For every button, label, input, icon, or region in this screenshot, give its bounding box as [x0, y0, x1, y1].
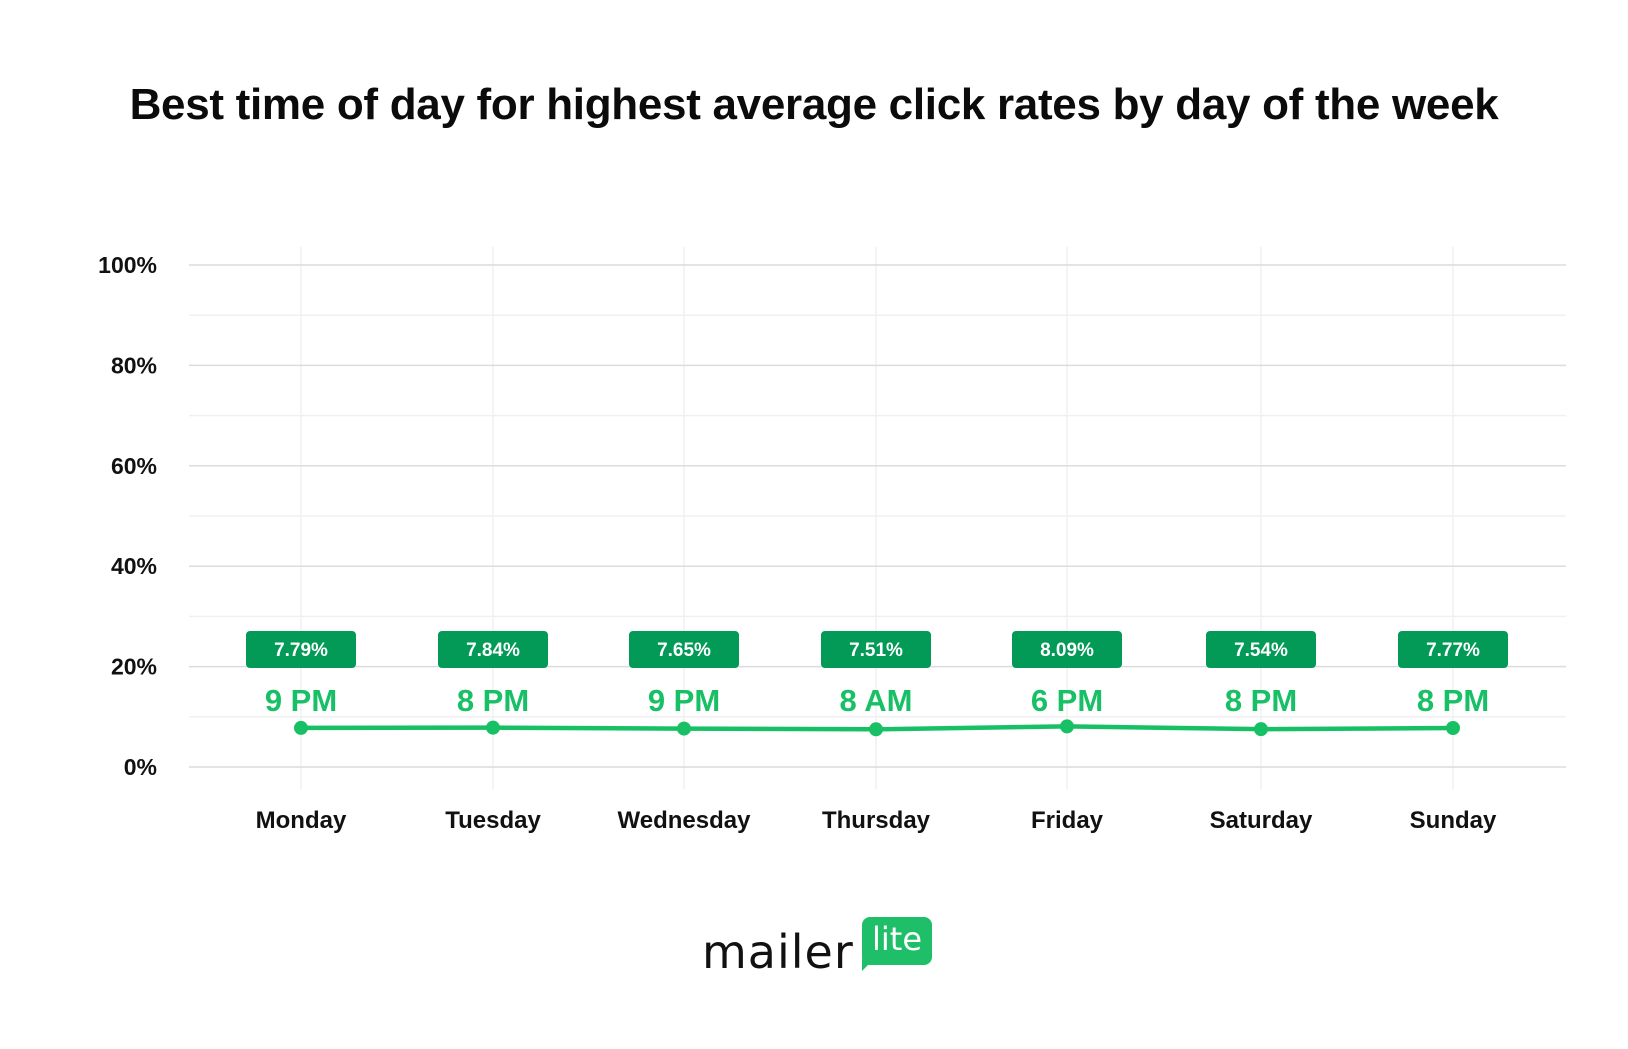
time-label: 8 AM [840, 683, 913, 718]
y-tick-label: 80% [111, 352, 157, 378]
data-point [1060, 719, 1074, 734]
data-point [869, 722, 883, 737]
time-label: 9 PM [648, 683, 720, 718]
value-badge [629, 631, 739, 668]
data-point [1254, 722, 1268, 737]
logo-lite-badge: lite [862, 917, 933, 965]
value-badge [438, 631, 548, 668]
y-tick-label: 60% [111, 453, 157, 479]
x-tick-label: Tuesday [445, 807, 541, 834]
x-tick-label: Monday [256, 807, 347, 834]
logo-mailer-text: mailer [702, 925, 854, 979]
value-badge [1398, 631, 1508, 668]
value-label: 7.51% [849, 640, 903, 661]
value-badge [1012, 631, 1122, 668]
value-label: 8.09% [1040, 640, 1094, 661]
y-tick-label: 20% [111, 654, 157, 680]
x-tick-label: Friday [1031, 807, 1104, 834]
data-point [486, 720, 500, 735]
x-tick-label: Sunday [1410, 807, 1497, 834]
data-point [294, 720, 308, 735]
value-label: 7.65% [657, 640, 711, 661]
value-label: 7.79% [274, 640, 328, 661]
data-point [1446, 720, 1460, 735]
x-tick-label: Wednesday [618, 807, 752, 834]
time-label: 8 PM [1225, 683, 1297, 718]
data-point [677, 721, 691, 736]
x-tick-label: Thursday [822, 807, 931, 834]
value-label: 7.54% [1234, 640, 1288, 661]
logo-speech-tail [862, 959, 874, 971]
x-tick-label: Saturday [1210, 807, 1313, 834]
time-label: 9 PM [265, 683, 337, 718]
value-badge [246, 631, 356, 668]
time-label: 8 PM [1417, 683, 1489, 718]
value-badge [1206, 631, 1316, 668]
chart-title: Best time of day for highest average cli… [129, 80, 1499, 129]
value-label: 7.77% [1426, 640, 1480, 661]
y-tick-label: 0% [124, 754, 157, 780]
value-label: 7.84% [466, 640, 520, 661]
value-badge [821, 631, 931, 668]
time-label: 8 PM [457, 683, 529, 718]
time-label: 6 PM [1031, 683, 1103, 718]
y-tick-label: 100% [98, 252, 157, 278]
y-tick-label: 40% [111, 553, 157, 579]
